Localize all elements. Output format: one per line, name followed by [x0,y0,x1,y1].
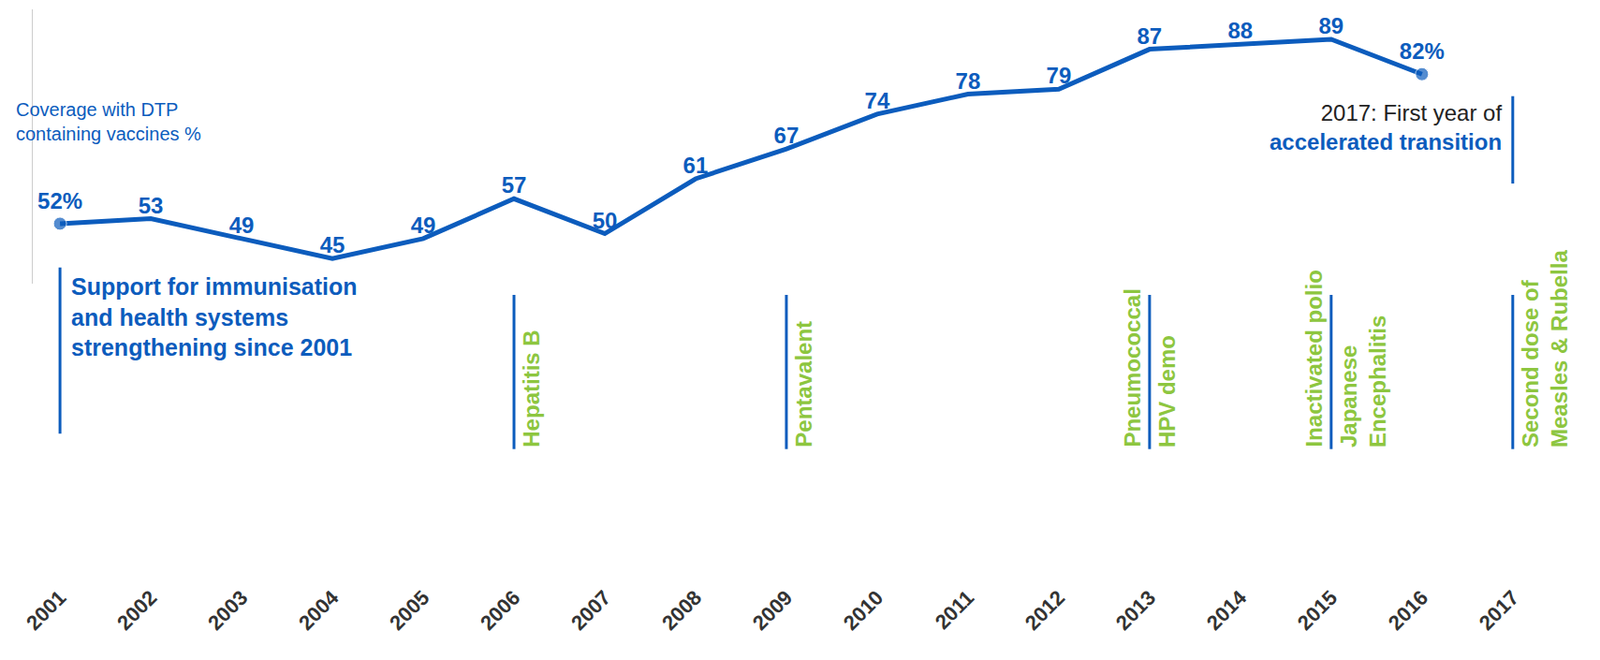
svg-text:Inactivated polio: Inactivated polio [1301,269,1327,447]
svg-text:2016: 2016 [1383,586,1433,635]
svg-text:2014: 2014 [1202,585,1252,635]
svg-text:52%: 52% [37,188,83,214]
svg-text:79: 79 [1046,62,1072,89]
svg-text:2003: 2003 [203,586,252,635]
svg-text:Pentavalent: Pentavalent [791,321,817,448]
svg-text:87: 87 [1137,23,1163,49]
svg-text:49: 49 [229,212,255,238]
svg-text:2005: 2005 [384,586,434,635]
svg-text:2008: 2008 [657,586,706,635]
svg-text:JapaneseEncephalitis: JapaneseEncephalitis [1335,315,1391,448]
svg-text:2004: 2004 [293,585,344,635]
svg-text:53: 53 [138,192,164,219]
svg-text:78: 78 [955,68,982,94]
svg-text:2012: 2012 [1020,586,1070,635]
svg-text:49: 49 [411,212,437,238]
svg-text:Support for immunisationand he: Support for immunisationand health syste… [71,273,358,361]
svg-text:82%: 82% [1399,38,1445,64]
svg-text:50: 50 [592,207,618,234]
svg-text:89: 89 [1318,13,1344,39]
svg-text:2015: 2015 [1292,586,1342,635]
svg-text:Coverage with DTPcontaining va: Coverage with DTPcontaining vaccines % [15,99,202,145]
svg-text:57: 57 [501,172,528,198]
svg-text:45: 45 [320,232,346,258]
svg-text:2017: 2017 [1474,586,1524,635]
svg-text:2002: 2002 [112,586,162,635]
svg-text:Hepatitis B: Hepatitis B [518,329,544,447]
svg-text:2013: 2013 [1111,586,1160,635]
svg-text:2010: 2010 [838,586,888,635]
svg-text:88: 88 [1228,17,1254,44]
svg-text:Pneumococcal: Pneumococcal [1119,288,1145,447]
svg-text:2006: 2006 [475,586,525,635]
svg-text:2009: 2009 [748,586,797,635]
svg-text:67: 67 [774,122,800,148]
svg-text:2007: 2007 [566,586,616,635]
svg-text:2017: First year ofaccelerated: 2017: First year ofaccelerated transitio… [1269,100,1502,155]
svg-text:HPV demo: HPV demo [1154,335,1180,448]
svg-text:74: 74 [865,88,891,114]
svg-text:2001: 2001 [21,586,71,635]
svg-text:Second dose ofMeasles & Rubell: Second dose ofMeasles & Rubella [1517,249,1572,448]
svg-text:2011: 2011 [930,586,979,634]
svg-text:61: 61 [683,152,709,178]
